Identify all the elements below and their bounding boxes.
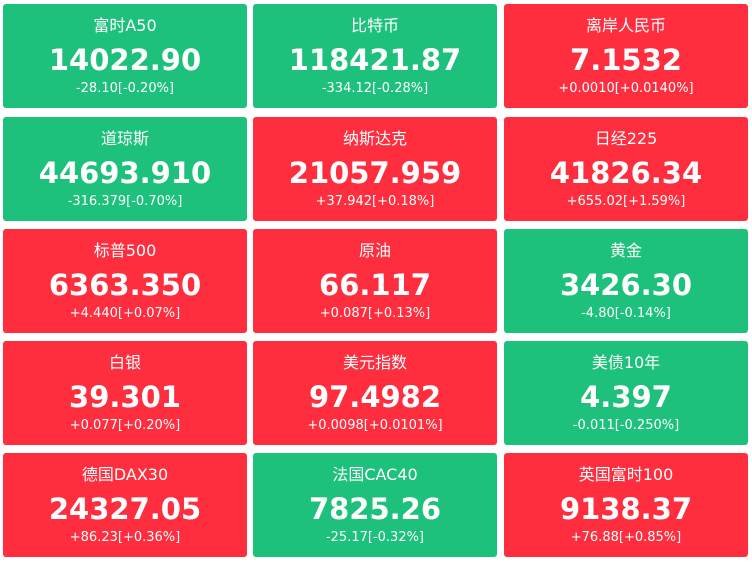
quote-change: +37.942[+0.18%] — [315, 194, 435, 209]
quote-price: 97.4982 — [308, 380, 442, 414]
quote-name: 标普500 — [93, 241, 157, 260]
quote-change: -25.17[-0.32%] — [325, 530, 425, 545]
quote-name: 美元指数 — [342, 353, 407, 372]
quote-price: 3426.30 — [559, 268, 693, 302]
quote-name: 白银 — [108, 353, 141, 372]
quote-tile[interactable]: 黄金 3426.30 -4.80[-0.14%] — [504, 229, 748, 333]
quote-name: 德国DAX30 — [81, 465, 169, 484]
quote-price: 6363.350 — [48, 268, 202, 302]
quote-price: 66.117 — [319, 268, 431, 302]
quote-tile[interactable]: 白银 39.301 +0.077[+0.20%] — [3, 341, 247, 445]
quote-price: 14022.90 — [48, 43, 202, 77]
quote-tile[interactable]: 比特币 118421.87 -334.12[-0.28%] — [253, 4, 497, 108]
quote-name: 纳斯达克 — [342, 129, 407, 148]
quote-tile[interactable]: 道琼斯 44693.910 -316.379[-0.70%] — [3, 117, 247, 221]
quote-name: 比特币 — [350, 16, 399, 35]
quote-change: +76.88[+0.85%] — [570, 530, 682, 545]
quote-name: 美债10年 — [591, 353, 661, 372]
quote-price: 7825.26 — [308, 492, 442, 526]
quote-tile[interactable]: 法国CAC40 7825.26 -25.17[-0.32%] — [253, 453, 497, 557]
quote-name: 英国富时100 — [578, 465, 674, 484]
quote-name: 富时A50 — [93, 16, 157, 35]
quote-change: -0.011[-0.250%] — [572, 418, 680, 433]
quote-change: +86.23[+0.36%] — [69, 530, 181, 545]
quote-price: 41826.34 — [549, 156, 703, 190]
quote-tile[interactable]: 美债10年 4.397 -0.011[-0.250%] — [504, 341, 748, 445]
quote-change: +0.087[+0.13%] — [319, 306, 431, 321]
quote-price: 24327.05 — [48, 492, 202, 526]
quote-change: +0.0098[+0.0101%] — [307, 418, 443, 433]
quote-tile[interactable]: 标普500 6363.350 +4.440[+0.07%] — [3, 229, 247, 333]
quote-tile[interactable]: 日经225 41826.34 +655.02[+1.59%] — [504, 117, 748, 221]
quote-tile[interactable]: 富时A50 14022.90 -28.10[-0.20%] — [3, 4, 247, 108]
quote-change: +0.077[+0.20%] — [69, 418, 181, 433]
quote-name: 法国CAC40 — [332, 465, 418, 484]
quote-name: 离岸人民币 — [585, 16, 666, 35]
quote-name: 原油 — [358, 241, 391, 260]
quote-change: +655.02[+1.59%] — [566, 194, 686, 209]
quote-price: 9138.37 — [559, 492, 693, 526]
quote-change: -4.80[-0.14%] — [581, 306, 671, 321]
quote-price: 4.397 — [580, 380, 672, 414]
quote-name: 黄金 — [609, 241, 642, 260]
quote-change: +4.440[+0.07%] — [69, 306, 181, 321]
quote-name: 道琼斯 — [100, 129, 149, 148]
quote-change: +0.0010[+0.0140%] — [558, 81, 694, 96]
quote-tile[interactable]: 纳斯达克 21057.959 +37.942[+0.18%] — [253, 117, 497, 221]
quote-tile[interactable]: 原油 66.117 +0.087[+0.13%] — [253, 229, 497, 333]
quote-tile[interactable]: 离岸人民币 7.1532 +0.0010[+0.0140%] — [504, 4, 748, 108]
quote-price: 39.301 — [69, 380, 181, 414]
quote-tile[interactable]: 英国富时100 9138.37 +76.88[+0.85%] — [504, 453, 748, 557]
quote-price: 7.1532 — [570, 43, 682, 77]
quote-price: 21057.959 — [288, 156, 462, 190]
quote-price: 44693.910 — [38, 156, 212, 190]
quote-change: -334.12[-0.28%] — [321, 81, 429, 96]
quote-change: -316.379[-0.70%] — [67, 194, 183, 209]
quote-name: 日经225 — [594, 129, 658, 148]
quote-tile[interactable]: 德国DAX30 24327.05 +86.23[+0.36%] — [3, 453, 247, 557]
quote-price: 118421.87 — [288, 43, 462, 77]
quote-tile[interactable]: 美元指数 97.4982 +0.0098[+0.0101%] — [253, 341, 497, 445]
quote-change: -28.10[-0.20%] — [75, 81, 175, 96]
